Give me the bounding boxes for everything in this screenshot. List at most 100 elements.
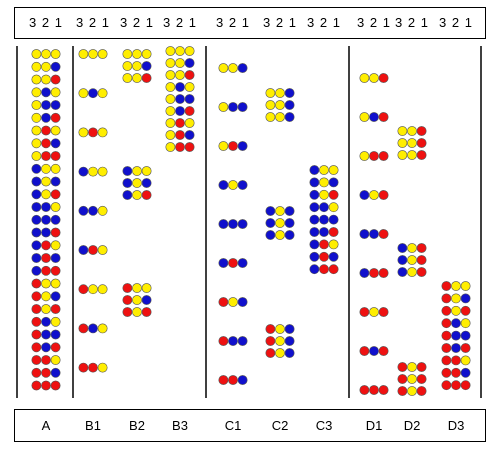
bead (369, 73, 379, 83)
bead (275, 112, 285, 122)
bead (141, 190, 152, 200)
bead (228, 141, 238, 151)
bead-triple-b3-1 (165, 46, 195, 56)
bead (31, 367, 42, 378)
bead (50, 112, 61, 123)
label-c1: C1 (224, 418, 242, 433)
bead (359, 151, 370, 161)
bead-triple-c3-9 (309, 264, 339, 275)
bead (328, 214, 339, 225)
bead (184, 94, 195, 104)
bead (97, 166, 108, 177)
bead-triple-b3-6 (165, 106, 195, 116)
bead (41, 87, 51, 98)
bead (416, 386, 427, 396)
bead (31, 163, 42, 174)
bead-triple-c3-7 (309, 239, 339, 250)
bead (122, 307, 133, 317)
label-c3: C3 (315, 418, 333, 433)
bead-triple-b1-6 (78, 245, 108, 255)
bead (165, 142, 176, 152)
bead (50, 265, 61, 276)
bead-triple-a-8 (31, 138, 61, 149)
bead (441, 355, 452, 366)
header-c1: 3 2 1 (216, 15, 250, 30)
bead (275, 348, 285, 358)
bead (359, 190, 370, 200)
bead-triple-b2-2 (122, 61, 152, 71)
bead-triple-d1-4 (359, 190, 389, 200)
bead (228, 102, 238, 112)
bead (184, 46, 195, 56)
bead-triple-d3-6 (441, 343, 471, 353)
bead (284, 206, 295, 216)
bead (397, 255, 408, 265)
bead-triple-b2-1 (122, 49, 152, 59)
bead (275, 206, 285, 216)
bead (184, 118, 195, 128)
bead (50, 202, 61, 212)
label-b3: B3 (172, 418, 188, 433)
bead (50, 61, 61, 72)
bead (369, 268, 379, 278)
bead (237, 63, 248, 73)
bead (460, 343, 471, 353)
bead (416, 243, 427, 253)
bead (275, 230, 285, 240)
bead (50, 316, 61, 327)
bead (31, 355, 42, 365)
bead (50, 189, 61, 200)
bead (184, 70, 195, 80)
header-d2: 3 2 1 (395, 15, 429, 30)
bead-triple-a-2 (31, 61, 61, 72)
bead (141, 49, 152, 59)
bead (359, 268, 370, 278)
bead (31, 227, 42, 238)
bead (88, 127, 98, 138)
bead-triple-a-13 (31, 202, 61, 212)
label-b1: B1 (85, 418, 101, 433)
label-a: A (41, 418, 51, 433)
bead-triple-a-7 (31, 125, 61, 136)
bead (369, 229, 379, 239)
bead-triple-b1-2 (78, 88, 108, 99)
bead (228, 297, 238, 307)
bead-triple-b2-9 (122, 307, 152, 317)
label-d2: D2 (403, 418, 421, 433)
bead (50, 227, 61, 238)
bead (218, 297, 229, 307)
bead-triple-c2-2 (265, 100, 295, 110)
bead-triple-d1-5 (359, 229, 389, 239)
bead-triple-c2-1 (265, 88, 295, 98)
bead (228, 258, 238, 268)
bead (132, 178, 142, 188)
bead-triple-d3-3 (441, 305, 471, 316)
bead-triple-a-6 (31, 112, 61, 123)
bead (451, 330, 461, 341)
bead (31, 100, 42, 110)
bead (41, 316, 51, 327)
bead (397, 362, 408, 372)
bead (369, 346, 379, 356)
bead (328, 202, 339, 213)
bead-triple-b1-1 (78, 49, 108, 59)
bead-triple-d2-6 (397, 267, 427, 277)
bead (218, 219, 229, 229)
bead-triple-c1-3 (218, 141, 248, 151)
bead (184, 58, 195, 68)
bead (378, 385, 389, 395)
bead (50, 278, 61, 289)
bead (88, 323, 98, 334)
bead-triple-a-11 (31, 176, 61, 187)
bead (275, 324, 285, 334)
label-d3: D3 (447, 418, 465, 433)
bead-triple-a-14 (31, 214, 61, 225)
bead (451, 367, 461, 378)
bead (50, 74, 61, 85)
bead (132, 295, 142, 305)
bead (319, 189, 329, 200)
bead (50, 342, 61, 353)
bead (41, 138, 51, 149)
bead (141, 295, 152, 305)
bead-triple-a-12 (31, 189, 61, 200)
